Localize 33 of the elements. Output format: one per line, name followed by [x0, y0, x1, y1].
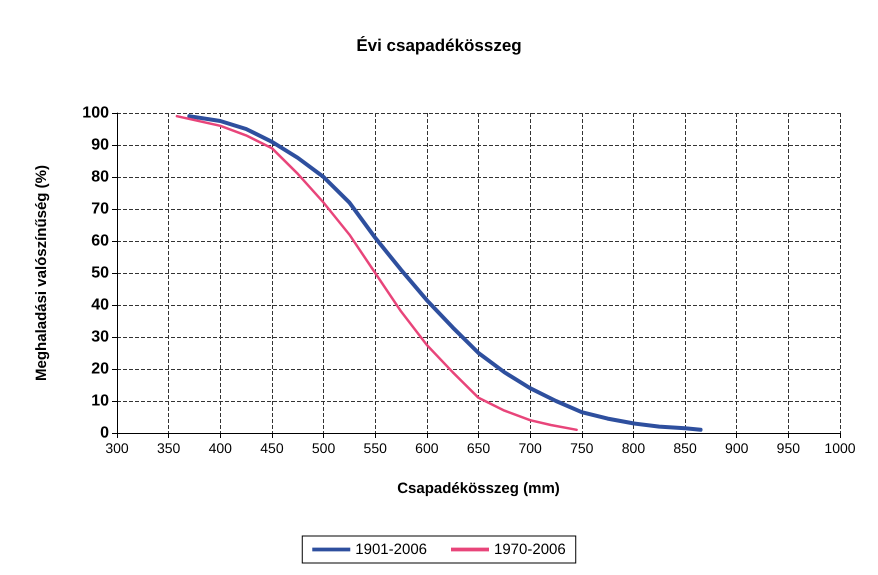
x-tick-label: 800: [622, 440, 646, 456]
y-tick-label: 30: [91, 328, 110, 346]
y-tick-label: 90: [91, 136, 110, 154]
chart-title: Évi csapadékösszeg: [356, 35, 522, 55]
x-tick-label: 700: [518, 440, 542, 456]
x-tick-label: 350: [156, 440, 181, 456]
x-tick-label: 900: [725, 440, 749, 456]
legend-label: 1901-2006: [355, 541, 427, 558]
y-axis-title: Meghaladási valószínűség (%): [33, 165, 50, 381]
x-tick-label: 300: [105, 440, 129, 456]
y-tick-label: 20: [91, 360, 110, 378]
line-series: [187, 114, 703, 432]
x-tick-label: 600: [415, 440, 439, 456]
y-tick-label: 40: [91, 296, 110, 314]
legend-label: 1970-2006: [494, 541, 566, 558]
x-tick-label: 950: [776, 440, 800, 456]
x-tick-label: 850: [673, 440, 697, 456]
x-tick-label: 500: [312, 440, 336, 456]
y-tick-label: 80: [91, 168, 110, 186]
y-tick-label: 10: [91, 392, 110, 410]
y-tick-label: 70: [91, 200, 110, 218]
y-tick-label: 50: [91, 264, 110, 282]
x-tick-label: 1000: [824, 440, 856, 456]
y-tick-label: 0: [100, 424, 110, 442]
x-tick-label: 400: [208, 440, 232, 456]
x-tick-label: 650: [466, 440, 490, 456]
y-tick-label: 100: [82, 104, 110, 122]
y-tick-label: 60: [91, 232, 110, 250]
x-tick-label: 450: [260, 440, 284, 456]
x-axis-title: Csapadékösszeg (mm): [397, 480, 560, 497]
x-tick-label: 750: [570, 440, 594, 456]
x-tick-label: 550: [364, 440, 388, 456]
line-series: [176, 114, 578, 432]
